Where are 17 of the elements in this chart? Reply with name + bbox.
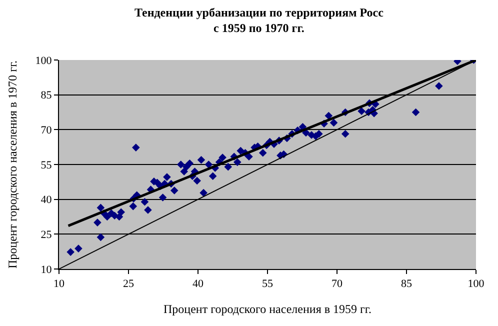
x-tick-label: 10 [54,278,65,290]
y-tick-label: 85 [40,90,52,102]
y-tick-label: 10 [40,264,52,276]
y-tick-label: 40 [40,194,52,206]
y-tick-label: 70 [40,124,52,137]
x-axis-title: Процент городского населения в 1959 гг. [163,302,372,316]
x-tick-label: 25 [123,278,134,290]
x-tick-label: 55 [262,278,274,290]
chart-title: Тенденции урбанизации по территориям Росс с 1959 по 1970 гг. [134,5,384,35]
y-tick-label: 55 [40,159,52,172]
x-tick-label: 100 [468,278,485,290]
x-tick-label: 85 [401,278,412,290]
x-tick-label: 40 [192,278,204,290]
y-tick-label: 100 [35,54,52,67]
y-tick-label: 25 [40,229,52,242]
x-tick-label: 70 [332,278,343,290]
y-axis-title: Процент городского населения в 1970 гг. [6,60,20,269]
